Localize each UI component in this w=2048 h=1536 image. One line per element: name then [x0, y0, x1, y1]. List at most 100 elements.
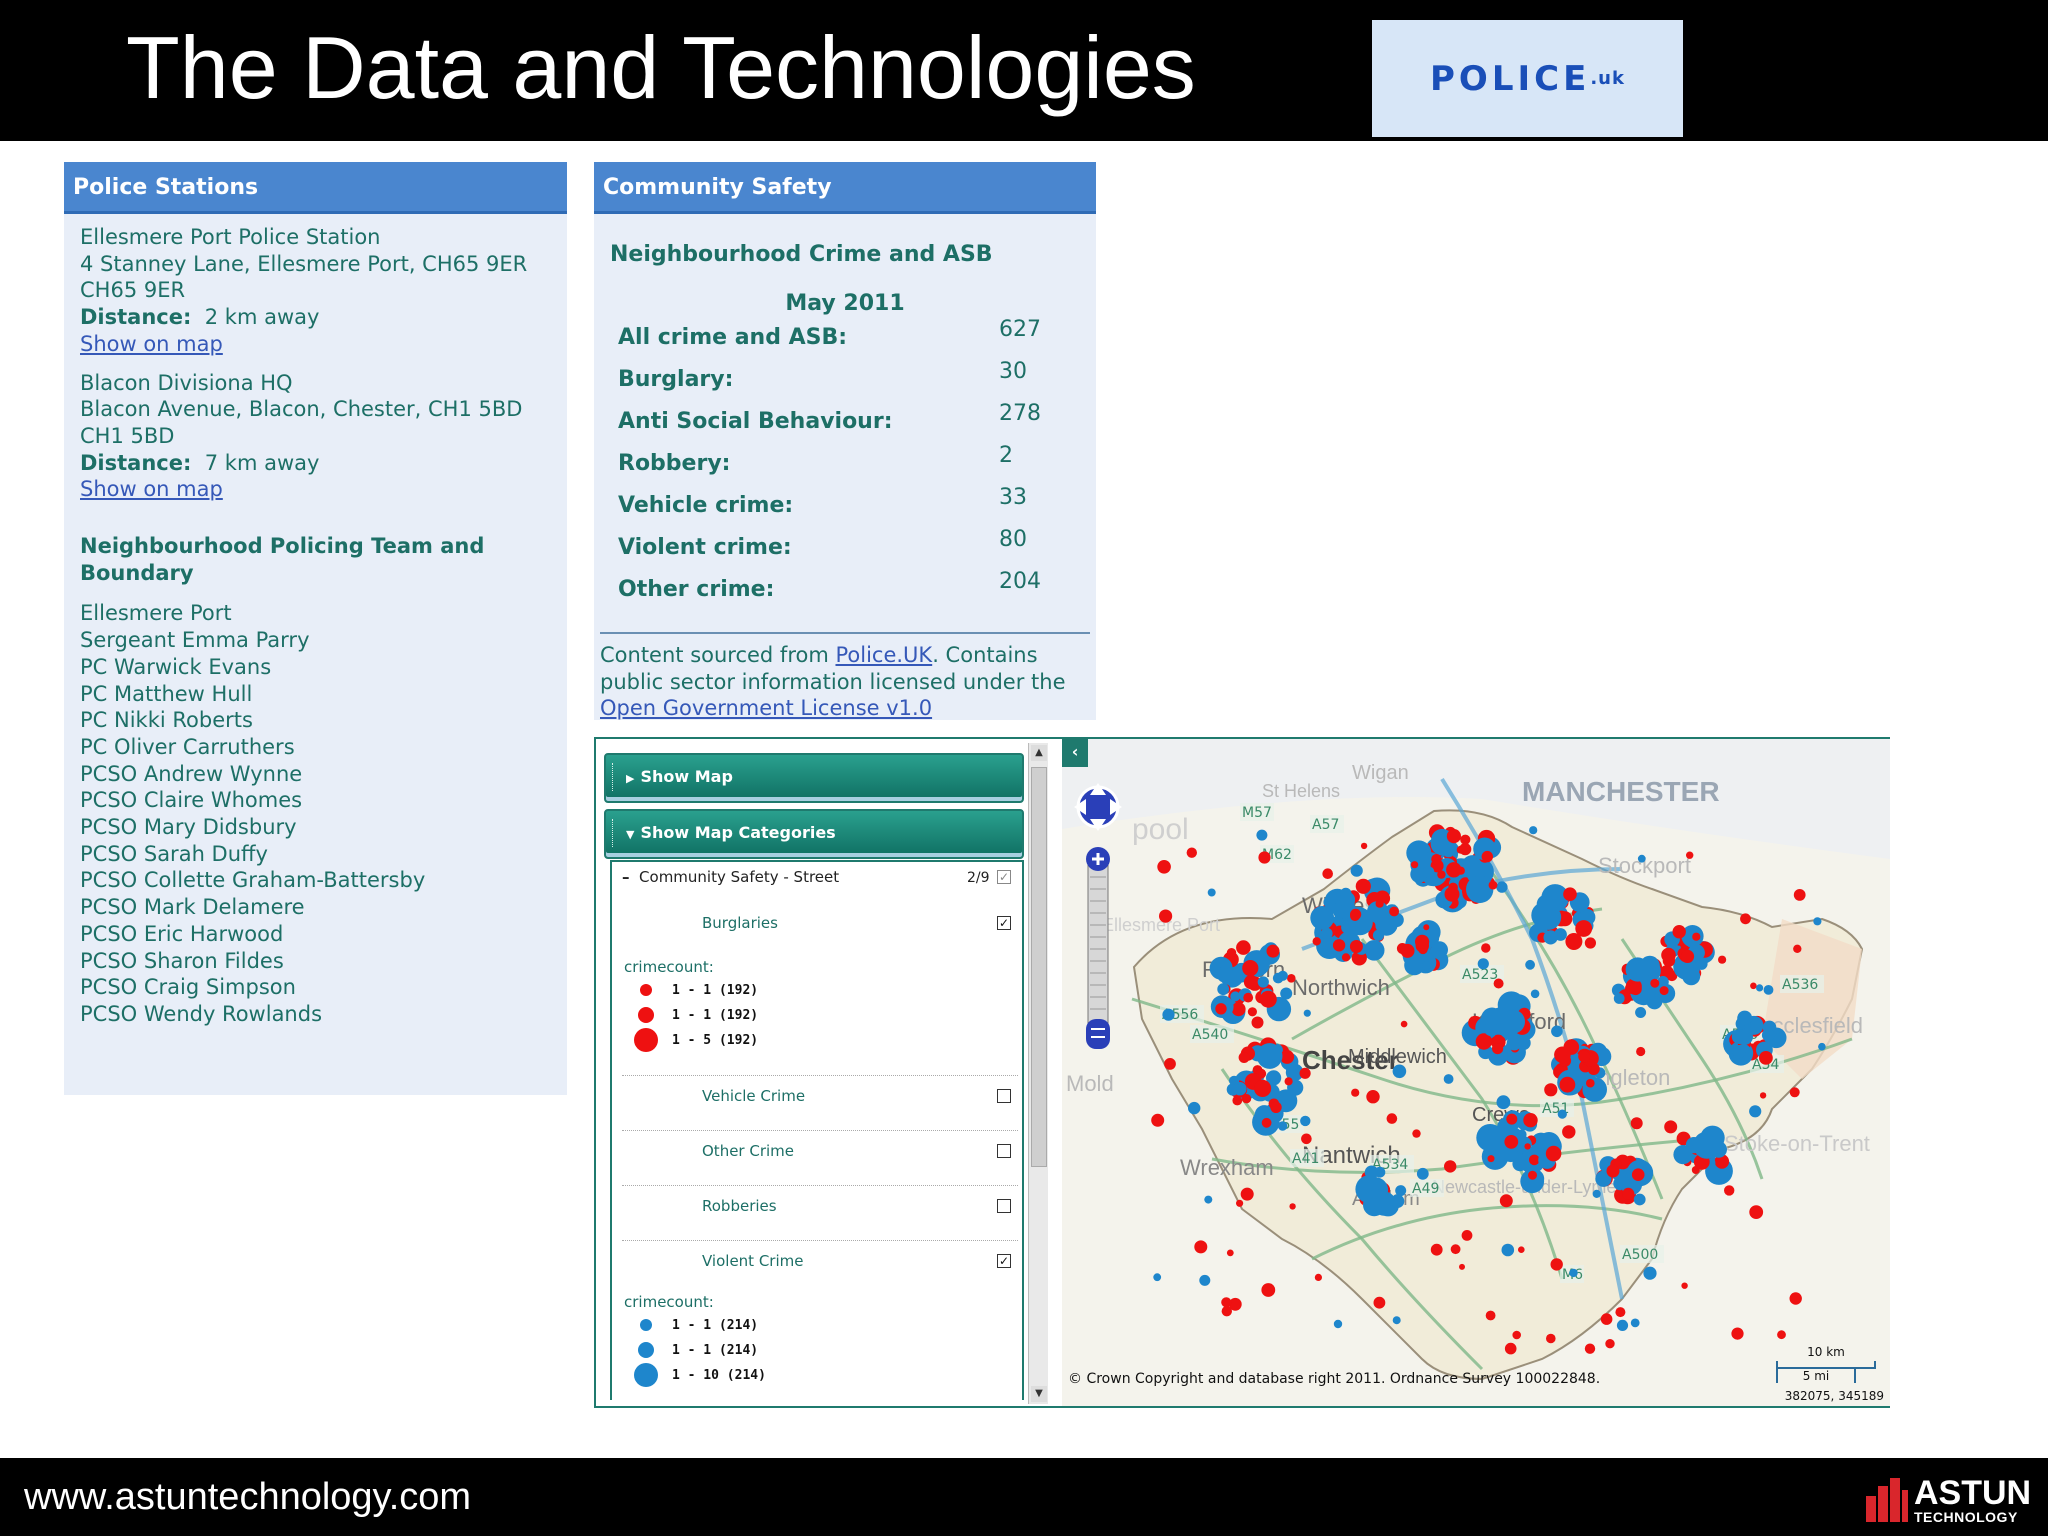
burglary-marker — [1545, 1145, 1562, 1162]
show-on-map-link[interactable]: Show on map — [80, 477, 223, 502]
violent-crime-marker — [1732, 1045, 1746, 1059]
road-label-bg — [1310, 815, 1344, 833]
crime-stat-label: Vehicle crime: — [618, 493, 794, 519]
burglary-marker — [1731, 1327, 1744, 1340]
burglary-marker — [1186, 847, 1197, 858]
show-map-categories-button[interactable]: ▼ Show Map Categories — [604, 809, 1024, 859]
burglary-marker — [1450, 1244, 1461, 1255]
violent-crime-marker — [1496, 1095, 1511, 1110]
violent-crime-marker — [1266, 1070, 1282, 1086]
place-label: Stoke-on-Trent — [1724, 1131, 1870, 1156]
violent-crime-marker — [1204, 1195, 1213, 1204]
violent-crime-marker — [1277, 1121, 1288, 1131]
footer-url: www.astuntechnology.com — [24, 1476, 472, 1518]
road-label-bg — [1240, 803, 1274, 821]
burglary-marker — [1544, 1083, 1558, 1097]
categories-box: – Community Safety - Street 2/9 ✓ Burgla… — [610, 860, 1024, 1400]
category-checkbox[interactable]: ✓ — [997, 1254, 1011, 1268]
burglary-marker — [1280, 1049, 1295, 1064]
burglary-marker — [1554, 1046, 1571, 1064]
category-checkbox[interactable] — [997, 1089, 1011, 1103]
license-link[interactable]: Open Government License v1.0 — [600, 696, 933, 721]
road-label-bg — [1620, 1245, 1664, 1263]
team-members-list: Sergeant Emma Parry PC Warwick Evans PC Ma… — [80, 627, 551, 1028]
violent-crime-marker — [1737, 1010, 1753, 1026]
burglary-marker — [1565, 933, 1583, 950]
crimecount-row: 1 - 1 (192) — [634, 978, 758, 1002]
peak-district-area — [1762, 919, 1862, 1079]
violent-crime-marker — [1321, 927, 1333, 940]
violent-crime-marker — [1569, 1268, 1578, 1278]
category-checkbox[interactable] — [997, 1199, 1011, 1213]
category-group-toggle[interactable]: – Community Safety - Street — [622, 868, 840, 886]
burglary-marker — [1266, 944, 1280, 958]
category-group-checkbox[interactable]: ✓ — [997, 870, 1011, 884]
violent-crime-marker — [1390, 1194, 1405, 1208]
violent-crime-marker — [1392, 1316, 1401, 1325]
scroll-down-arrow[interactable]: ▼ — [1031, 1386, 1047, 1402]
violent-dot-icon — [634, 1363, 658, 1387]
place-label: MANCHESTER — [1522, 776, 1720, 807]
crime-stat-label: Burglary: — [618, 367, 734, 393]
npt-title: Neighbourhood Policing Team and Boundary — [80, 534, 485, 585]
police-uk-link[interactable]: Police.UK — [835, 643, 933, 667]
violent-crime-marker — [1818, 1042, 1826, 1051]
burglary-marker — [1430, 1243, 1443, 1256]
place-label: Northwich — [1292, 975, 1390, 1000]
astun-logo: ASTUN TECHNOLOGY — [1862, 1474, 2042, 1526]
burglary-marker — [1681, 1282, 1688, 1289]
violent-crime-marker — [1646, 993, 1663, 1010]
scroll-thumb[interactable] — [1031, 767, 1047, 1167]
violent-crime-marker — [1310, 906, 1335, 930]
burglary-marker — [1459, 843, 1472, 856]
crime-stat-value: 627 — [999, 317, 1041, 343]
burglary-marker — [1350, 908, 1362, 920]
burglary-marker — [1615, 1307, 1626, 1318]
legend-scrollbar[interactable]: ▲ ▼ — [1028, 743, 1048, 1404]
station-name: Ellesmere Port Police Station — [80, 225, 381, 249]
place-label: Wrexham — [1180, 1155, 1274, 1180]
road-label: M57 — [1242, 805, 1272, 821]
scroll-up-arrow[interactable]: ▲ — [1031, 745, 1047, 761]
plus-icon — [1092, 853, 1104, 865]
burglary-marker — [1523, 1113, 1538, 1128]
category-checkbox[interactable]: ✓ — [997, 916, 1011, 930]
violent-crime-marker — [1277, 970, 1288, 981]
crimecount-range: 1 - 10 (214) — [672, 1367, 766, 1383]
violent-crime-marker — [1216, 966, 1234, 983]
burglary-marker — [1630, 1117, 1643, 1130]
police-logo-text: POLICE — [1430, 58, 1591, 99]
astun-logo-text: ASTUN — [1914, 1474, 2032, 1512]
police-stations-panel: Police Stations Ellesmere Port Police St… — [64, 162, 567, 1095]
violent-crime-marker — [1217, 983, 1230, 996]
burglary-marker — [1562, 1125, 1576, 1139]
burglary-marker — [1777, 1330, 1786, 1340]
astun-logo-sub: TECHNOLOGY — [1914, 1509, 2018, 1525]
burglary-marker — [1664, 1120, 1678, 1134]
road-line — [1311, 1204, 1663, 1261]
burglary-marker — [1481, 943, 1491, 953]
crime-stat-row: Anti Social Behaviour: 278 — [594, 401, 1096, 443]
violent-crime-marker — [1501, 1009, 1525, 1034]
show-map-button[interactable]: ▶ Show Map — [604, 753, 1024, 803]
collapse-panel-button[interactable]: ‹ — [1062, 739, 1088, 767]
station-item: Blacon Divisiona HQ Blacon Avenue, Blaco… — [80, 370, 551, 504]
team-member: PC Nikki Roberts — [80, 708, 253, 733]
show-on-map-link[interactable]: Show on map — [80, 331, 223, 356]
burglary-marker — [1241, 1094, 1252, 1104]
road-label: A49 — [1412, 1181, 1439, 1197]
burglary-marker — [1194, 1240, 1208, 1254]
burglary-marker — [1600, 1313, 1613, 1325]
crime-subtitle: Neighbourhood Crime and ASB — [610, 242, 993, 267]
category-checkbox[interactable] — [997, 1144, 1011, 1158]
slide-title: The Data and Technologies — [126, 18, 1196, 117]
violent-crime-marker — [1763, 985, 1774, 995]
road-label-bg — [1460, 965, 1504, 983]
station-item: Ellesmere Port Police Station 4 Stanney … — [80, 224, 551, 358]
violent-crime-marker — [1543, 930, 1558, 945]
violent-crime-marker — [1199, 1274, 1211, 1286]
violent-crime-marker — [1430, 941, 1448, 959]
violent-crime-marker — [1233, 1082, 1247, 1096]
